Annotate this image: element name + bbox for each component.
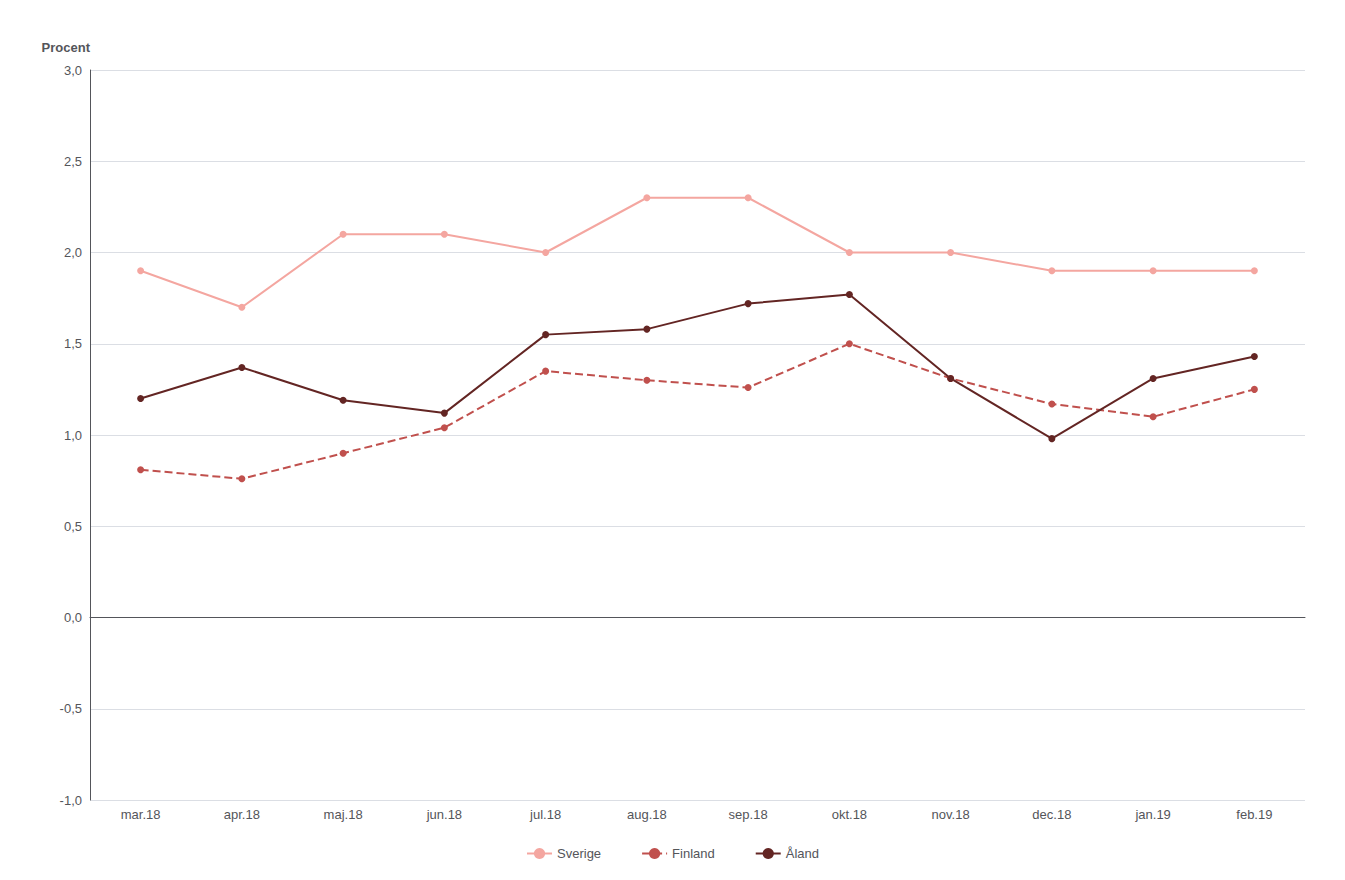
svg-text:0,5: 0,5 <box>64 519 82 534</box>
svg-text:2,0: 2,0 <box>64 245 82 260</box>
svg-text:3,0: 3,0 <box>64 63 82 78</box>
svg-text:jul.18: jul.18 <box>529 807 561 822</box>
svg-text:Procent: Procent <box>42 40 91 55</box>
svg-text:Åland: Åland <box>786 846 819 861</box>
svg-text:jun.18: jun.18 <box>426 807 462 822</box>
svg-text:2,5: 2,5 <box>64 154 82 169</box>
svg-text:aug.18: aug.18 <box>627 807 667 822</box>
svg-text:1,5: 1,5 <box>64 336 82 351</box>
svg-text:okt.18: okt.18 <box>832 807 867 822</box>
svg-text:nov.18: nov.18 <box>932 807 970 822</box>
svg-text:Sverige: Sverige <box>557 846 601 861</box>
svg-text:maj.18: maj.18 <box>324 807 363 822</box>
svg-text:apr.18: apr.18 <box>224 807 260 822</box>
svg-text:jan.19: jan.19 <box>1134 807 1170 822</box>
svg-text:0,0: 0,0 <box>64 610 82 625</box>
svg-text:dec.18: dec.18 <box>1032 807 1071 822</box>
svg-text:mar.18: mar.18 <box>121 807 161 822</box>
svg-text:1,0: 1,0 <box>64 428 82 443</box>
svg-text:-1,0: -1,0 <box>60 793 82 808</box>
svg-text:Finland: Finland <box>672 846 715 861</box>
svg-text:sep.18: sep.18 <box>729 807 768 822</box>
svg-text:feb.19: feb.19 <box>1236 807 1272 822</box>
svg-text:-0,5: -0,5 <box>60 701 82 716</box>
